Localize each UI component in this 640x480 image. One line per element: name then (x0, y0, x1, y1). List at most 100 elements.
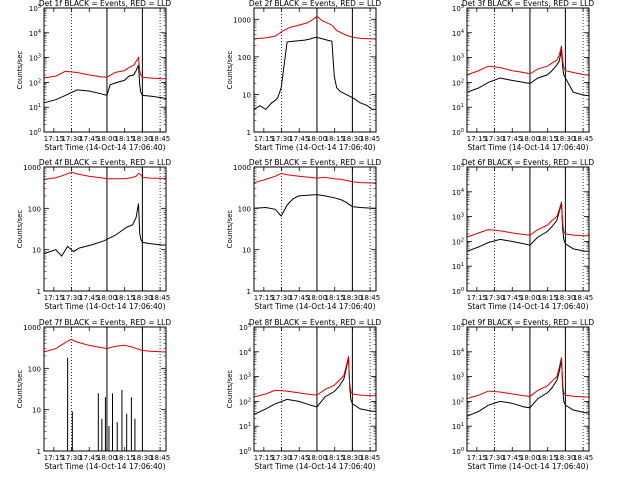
y-tick-label: 10 (242, 247, 251, 255)
y-tick-label: 103 (452, 373, 464, 382)
plot-frame (253, 326, 377, 452)
x-axis-label: Start Time (14-Oct-14 17:06:40) (44, 302, 165, 311)
x-tick-label: 18:15 (115, 454, 135, 462)
x-axis-label: Start Time (14-Oct-14 17:06:40) (467, 143, 588, 152)
x-tick-label: 17:15 (44, 454, 64, 462)
x-tick-label: 18:15 (325, 135, 345, 143)
series-line-lld (253, 172, 376, 184)
y-tick-exponent: 5 (248, 323, 251, 329)
plot-frame (253, 166, 377, 292)
x-tick-label: 18:45 (150, 454, 170, 462)
x-tick-label: 18:30 (132, 135, 152, 143)
chart-title: Det 4f BLACK = Events, RED = LLD (39, 158, 172, 167)
x-tick-label: 18:45 (360, 294, 380, 302)
y-tick-label: 1 (37, 448, 41, 456)
chart-title: Det 1f BLACK = Events, RED = LLD (39, 0, 172, 8)
y-tick-exponent: 0 (248, 447, 251, 453)
x-tick-label: 17:30 (271, 135, 291, 143)
y-tick-exponent: 0 (461, 287, 464, 293)
y-tick-exponent: 4 (38, 29, 41, 35)
y-tick-label: 104 (29, 29, 41, 38)
x-tick-label: 18:30 (342, 135, 362, 143)
y-tick-label: 100 (238, 205, 251, 213)
y-axis-label: Counts/sec (226, 210, 234, 249)
x-tick-label: 18:15 (115, 294, 135, 302)
x-tick-label: 18:30 (555, 294, 575, 302)
series-line-events (253, 194, 376, 217)
plot-frame (43, 7, 167, 133)
x-tick-label: 17:30 (484, 294, 504, 302)
chart-panel-6: Det 6f BLACK = Events, RED = LLD10010110… (452, 158, 594, 311)
y-tick-label: 1000 (233, 16, 251, 24)
plot-frame (466, 166, 590, 292)
x-tick-label: 18:30 (342, 294, 362, 302)
y-tick-label: 104 (239, 348, 251, 357)
y-tick-exponent: 2 (461, 78, 464, 84)
chart-panel-4: Det 4f BLACK = Events, RED = LLD 1 10 100 10… (16, 158, 171, 311)
x-tick-label: 17:15 (44, 135, 64, 143)
y-tick-label: 104 (452, 348, 464, 357)
y-tick-label: 102 (452, 397, 464, 406)
y-tick-label: 10 (32, 247, 41, 255)
y-tick-exponent: 5 (461, 323, 464, 329)
y-tick-label: 101 (452, 262, 464, 271)
series-line-events (466, 49, 589, 96)
y-tick-exponent: 2 (461, 397, 464, 403)
y-tick-exponent: 2 (461, 237, 464, 243)
y-tick-label: 10 (32, 407, 41, 415)
y-tick-exponent: 3 (461, 373, 464, 379)
y-tick-exponent: 4 (248, 348, 251, 354)
y-tick-exponent: 3 (38, 54, 41, 60)
y-tick-label: 100 (452, 287, 464, 296)
y-tick-exponent: 5 (38, 4, 41, 10)
x-tick-label: 17:30 (271, 454, 291, 462)
y-tick-label: 105 (452, 163, 464, 172)
x-axis-label: Start Time (14-Oct-14 17:06:40) (467, 302, 588, 311)
x-tick-label: 18:15 (325, 454, 345, 462)
x-tick-label: 17:30 (61, 454, 81, 462)
y-tick-label: 1 (37, 288, 41, 296)
y-tick-exponent: 0 (461, 128, 464, 134)
y-tick-exponent: 4 (461, 29, 464, 35)
x-tick-label: 18:45 (150, 294, 170, 302)
x-tick-label: 17:15 (254, 454, 274, 462)
y-tick-exponent: 3 (248, 373, 251, 379)
y-tick-exponent: 2 (248, 397, 251, 403)
x-tick-label: 18:00 (520, 454, 540, 462)
x-tick-label: 18:45 (573, 294, 593, 302)
y-axis-label: Counts/sec (16, 370, 24, 409)
chart-panel-3: Det 3f BLACK = Events, RED = LLD10010110… (452, 0, 594, 152)
y-tick-label: 1 (247, 129, 251, 137)
y-tick-exponent: 1 (248, 422, 251, 428)
chart-panel-5: Det 5f BLACK = Events, RED = LLD 1 10 100 10… (226, 158, 381, 311)
y-tick-exponent: 4 (461, 348, 464, 354)
y-tick-exponent: 1 (461, 262, 464, 268)
x-tick-label: 18:00 (97, 294, 117, 302)
series-line-lld (253, 356, 376, 398)
y-tick-label: 101 (452, 103, 464, 112)
y-tick-exponent: 0 (38, 128, 41, 134)
y-tick-label: 102 (452, 78, 464, 87)
x-axis-label: Start Time (14-Oct-14 17:06:40) (254, 462, 375, 471)
y-tick-exponent: 1 (38, 103, 41, 109)
x-tick-label: 18:45 (150, 135, 170, 143)
plot-frame (43, 326, 167, 452)
x-tick-label: 17:45 (502, 454, 522, 462)
y-tick-label: 105 (29, 4, 41, 13)
y-tick-label: 1000 (23, 164, 41, 172)
x-tick-label: 18:00 (520, 135, 540, 143)
y-tick-exponent: 2 (38, 78, 41, 84)
x-tick-label: 17:45 (79, 294, 99, 302)
x-tick-label: 18:30 (132, 454, 152, 462)
plot-frame (43, 166, 167, 292)
x-tick-label: 17:15 (467, 294, 487, 302)
y-axis-label: Counts/sec (16, 210, 24, 249)
y-tick-exponent: 0 (461, 447, 464, 453)
x-tick-label: 18:45 (573, 454, 593, 462)
y-tick-exponent: 3 (461, 54, 464, 60)
x-tick-label: 17:15 (254, 294, 274, 302)
plot-frame (466, 7, 590, 133)
series-line-events (253, 357, 376, 415)
chart-title: Det 2f BLACK = Events, RED = LLD (249, 0, 382, 8)
y-axis-label: Counts/sec (226, 51, 234, 90)
